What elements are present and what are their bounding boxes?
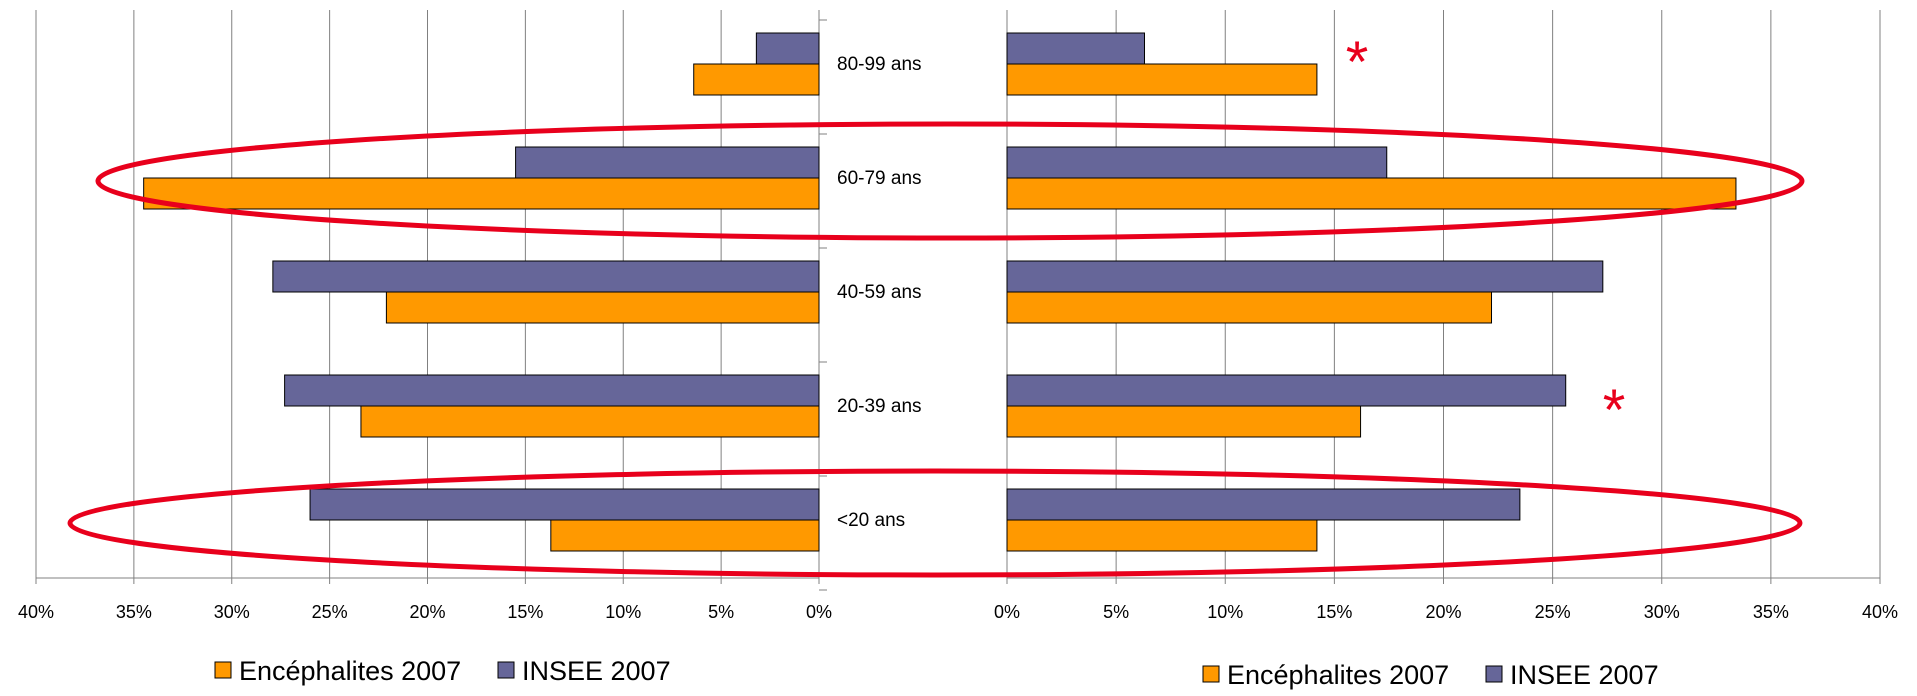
category-label: 40-59 ans (837, 282, 922, 303)
right-legend-swatch (1202, 665, 1220, 683)
left-x-tick-label: 5% (708, 602, 734, 622)
right-x-tick-label: 30% (1644, 602, 1680, 622)
category-label: 20-39 ans (837, 396, 922, 417)
right-bar-insee (1006, 374, 1567, 407)
category-label: <20 ans (837, 510, 905, 531)
right-x-tick-label: 5% (1103, 602, 1129, 622)
right-x-tick-label: 15% (1316, 602, 1352, 622)
right-legend-swatch (1485, 665, 1503, 683)
right-bar-encephalites (1006, 63, 1318, 96)
left-x-tick-label: 40% (18, 602, 54, 622)
highlight-ellipse (67, 468, 1803, 578)
right-legend-label: INSEE 2007 (1510, 660, 1659, 690)
left-legend-label: Encéphalites 2007 (239, 656, 461, 686)
right-bar-encephalites (1006, 405, 1362, 438)
left-x-tick-label: 30% (214, 602, 250, 622)
left-x-tick-label: 20% (409, 602, 445, 622)
right-legend-label: Encéphalites 2007 (1227, 660, 1449, 690)
right-x-tick-label: 20% (1425, 602, 1461, 622)
right-bar-insee (1006, 32, 1145, 65)
significance-star: * (1346, 30, 1369, 95)
left-bar-insee (272, 260, 820, 293)
left-bar-insee (755, 32, 820, 65)
left-bar-insee (309, 488, 820, 521)
left-bar-encephalites (693, 63, 820, 96)
right-x-tick-label: 10% (1207, 602, 1243, 622)
right-bar-insee (1006, 146, 1388, 179)
left-bar-encephalites (143, 177, 820, 210)
right-bar-insee (1006, 488, 1521, 521)
significance-star: * (1603, 378, 1626, 443)
right-bar-encephalites (1006, 291, 1493, 324)
highlight-ellipse (95, 121, 1805, 241)
right-x-tick-label: 0% (994, 602, 1020, 622)
left-bar-encephalites (550, 519, 820, 552)
left-legend-swatch (497, 661, 515, 679)
right-x-tick-label: 35% (1753, 602, 1789, 622)
left-bar-insee (284, 374, 820, 407)
right-bar-encephalites (1006, 177, 1737, 210)
left-bar-encephalites (385, 291, 820, 324)
left-x-tick-label: 15% (507, 602, 543, 622)
left-bar-insee (515, 146, 820, 179)
category-label: 80-99 ans (837, 54, 922, 75)
left-legend-swatch (214, 661, 232, 679)
left-x-tick-label: 25% (312, 602, 348, 622)
right-bar-encephalites (1006, 519, 1318, 552)
right-bar-insee (1006, 260, 1604, 293)
category-label: 60-79 ans (837, 168, 922, 189)
left-x-tick-label: 10% (605, 602, 641, 622)
right-x-tick-label: 40% (1862, 602, 1898, 622)
left-x-tick-label: 0% (806, 602, 832, 622)
left-bar-encephalites (360, 405, 820, 438)
left-legend-label: INSEE 2007 (522, 656, 671, 686)
right-x-tick-label: 25% (1535, 602, 1571, 622)
left-x-tick-label: 35% (116, 602, 152, 622)
